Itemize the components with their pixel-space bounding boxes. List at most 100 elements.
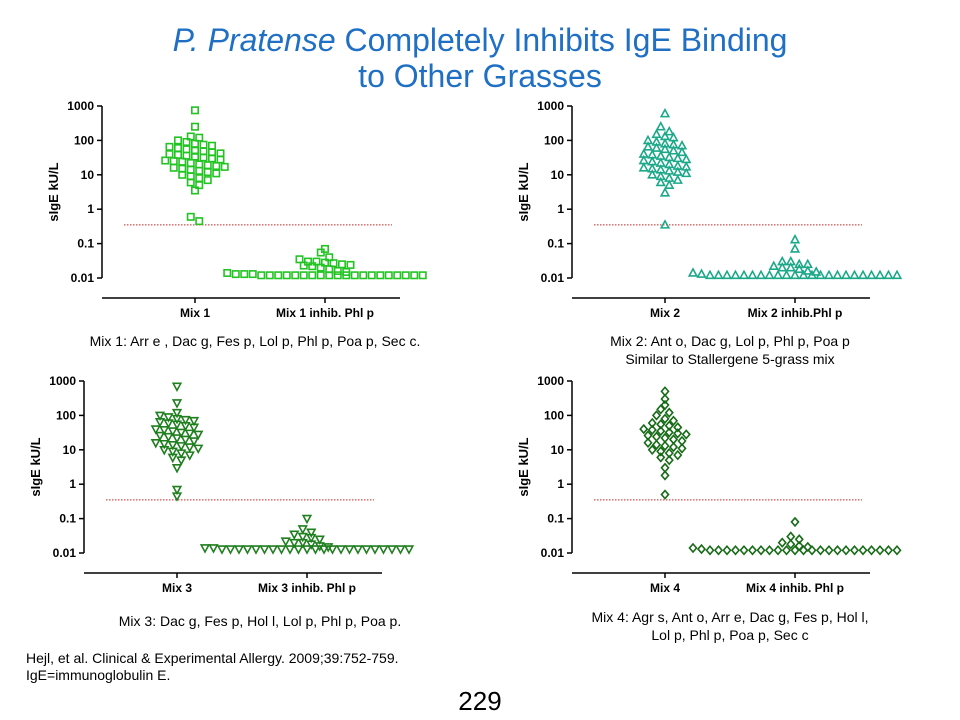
data-point	[333, 266, 342, 275]
data-point	[858, 545, 868, 556]
data-point	[176, 449, 187, 459]
data-point	[193, 430, 204, 441]
y-tick-label: 1	[557, 477, 564, 491]
y-tick-label: 0.1	[547, 237, 564, 251]
data-point	[664, 179, 675, 189]
data-point	[248, 270, 257, 279]
data-point	[764, 269, 775, 280]
data-point	[841, 545, 851, 556]
data-point	[276, 545, 287, 555]
data-point	[660, 470, 670, 481]
chart-svg: 1000 100 10 1 0.1 0.01 sIgE kU/L Mix 3 Mix 3 inh…	[28, 374, 415, 595]
data-point	[171, 399, 183, 409]
data-point	[739, 545, 749, 556]
data-point	[176, 442, 187, 452]
data-point	[730, 269, 741, 280]
data-point	[186, 178, 195, 187]
data-point	[291, 271, 300, 280]
chart-mix-2: 1000 100 10 1 0.1 0.01 sIgE kU/L Mix 2 Mix 2 inh…	[510, 94, 903, 324]
data-point	[150, 438, 161, 449]
data-point	[642, 141, 654, 151]
y-tick-label: 0.1	[547, 512, 564, 526]
data-point	[815, 269, 826, 280]
data-point	[163, 419, 174, 429]
data-point	[314, 535, 325, 545]
data-point	[167, 447, 178, 458]
data-point	[297, 538, 308, 549]
data-point	[165, 142, 174, 151]
data-point	[386, 545, 398, 555]
data-point	[325, 253, 334, 262]
data-point	[668, 415, 679, 426]
data-point	[747, 545, 758, 556]
data-point	[883, 545, 894, 556]
data-point	[171, 434, 183, 444]
data-point	[713, 269, 724, 280]
data-point	[223, 268, 232, 277]
y-tick-label: 10	[63, 443, 77, 457]
data-point	[195, 133, 204, 142]
data-point	[259, 545, 270, 555]
data-point	[738, 269, 750, 280]
x-category-label: Mix 2 inhib.Phl p	[748, 306, 843, 320]
chart-svg: 1000 100 10 1 0.1 0.01 sIgE kU/L Mix 1 Mix 1 inh…	[46, 99, 427, 320]
data-point	[163, 413, 174, 423]
data-point	[794, 534, 804, 545]
data-point	[794, 258, 805, 269]
data-point	[659, 143, 671, 154]
data-point	[418, 271, 427, 280]
data-point	[208, 154, 217, 163]
data-point	[705, 545, 715, 556]
data-point	[216, 155, 225, 164]
y-tick-label: 100	[544, 133, 564, 147]
data-point	[677, 443, 687, 454]
data-point	[306, 533, 317, 544]
data-point	[346, 260, 355, 269]
data-point	[308, 262, 317, 271]
data-point	[301, 514, 313, 525]
data-point	[195, 166, 204, 175]
data-point	[267, 545, 279, 555]
data-point	[329, 259, 338, 268]
data-point	[301, 545, 313, 555]
data-point	[191, 186, 200, 195]
x-category-label: Mix 1 inhib. Phl p	[276, 306, 374, 320]
data-point	[768, 260, 779, 271]
data-point	[163, 432, 174, 443]
data-point	[225, 545, 236, 555]
data-point	[208, 544, 219, 554]
data-point	[182, 145, 191, 154]
data-point	[807, 545, 817, 556]
data-point	[777, 537, 787, 548]
chart-mix-3: 1000 100 10 1 0.1 0.01 sIgE kU/L Mix 3 Mix 3 inh…	[22, 369, 415, 599]
x-category-label: Mix 1	[180, 306, 210, 320]
data-point	[171, 485, 183, 496]
y-tick-label: 1000	[49, 374, 76, 388]
data-point	[333, 271, 342, 280]
y-axis-label: sIgE kU/L	[28, 437, 43, 496]
data-point	[660, 440, 670, 452]
data-point	[186, 132, 195, 141]
data-point	[316, 263, 325, 272]
data-point	[815, 545, 826, 556]
data-point	[316, 271, 325, 280]
data-point	[159, 439, 170, 450]
data-point	[182, 151, 191, 160]
data-point	[280, 537, 291, 547]
data-point	[337, 260, 346, 269]
y-tick-label: 0.01	[541, 271, 565, 285]
data-point	[656, 425, 666, 437]
data-point	[306, 540, 317, 550]
data-point	[359, 271, 368, 280]
data-point	[297, 525, 308, 535]
data-point	[647, 169, 658, 179]
caption-mix-2: Mix 2: Ant o, Dac g, Lol p, Phl p, Poa p…	[540, 332, 920, 368]
data-point	[350, 271, 359, 280]
data-point	[184, 429, 195, 440]
data-point	[773, 545, 783, 556]
data-point	[325, 271, 334, 280]
data-point	[212, 162, 221, 171]
y-tick-label: 1000	[537, 99, 564, 113]
data-point	[352, 545, 364, 555]
data-point	[191, 122, 200, 131]
